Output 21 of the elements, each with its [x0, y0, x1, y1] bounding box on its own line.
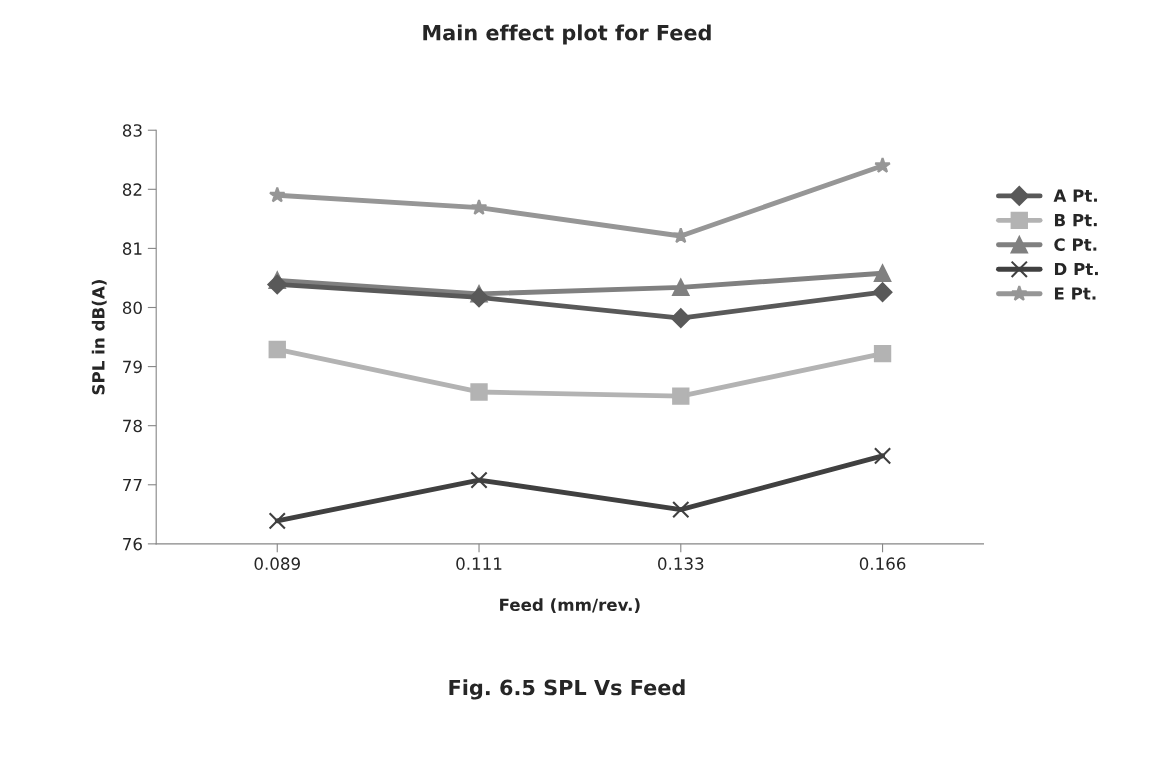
- y-tick-label: 78: [123, 419, 142, 433]
- legend-label: C Pt.: [1054, 238, 1097, 251]
- y-tick-label: 77: [123, 478, 142, 492]
- legend-label: D Pt.: [1054, 262, 1098, 276]
- legend-label: B Pt.: [1054, 214, 1097, 227]
- legend-label: A Pt.: [1053, 189, 1097, 202]
- y-tick-label: 79: [123, 360, 142, 374]
- y-tick-label: 82: [122, 183, 142, 196]
- y-tick-label: 81: [122, 242, 142, 255]
- y-axis-title: SPL in dB(A): [91, 280, 107, 395]
- x-tick-label: 0.133: [658, 557, 704, 570]
- y-tick-label: 83: [122, 124, 142, 137]
- y-tick-label: 80: [122, 301, 142, 315]
- x-axis-title: Feed (mm/rev.): [500, 598, 640, 614]
- x-tick-label: 0.166: [859, 557, 906, 570]
- caption: Fig. 6.5 SPL Vs Feed: [449, 679, 685, 700]
- x-tick-label: 0.089: [254, 557, 300, 570]
- x-tick-label: 0.111: [456, 557, 502, 570]
- legend-label: E Pt.: [1054, 287, 1096, 300]
- chart-title: Main effect plot for Feed: [423, 24, 711, 45]
- y-tick-label: 76: [123, 537, 142, 551]
